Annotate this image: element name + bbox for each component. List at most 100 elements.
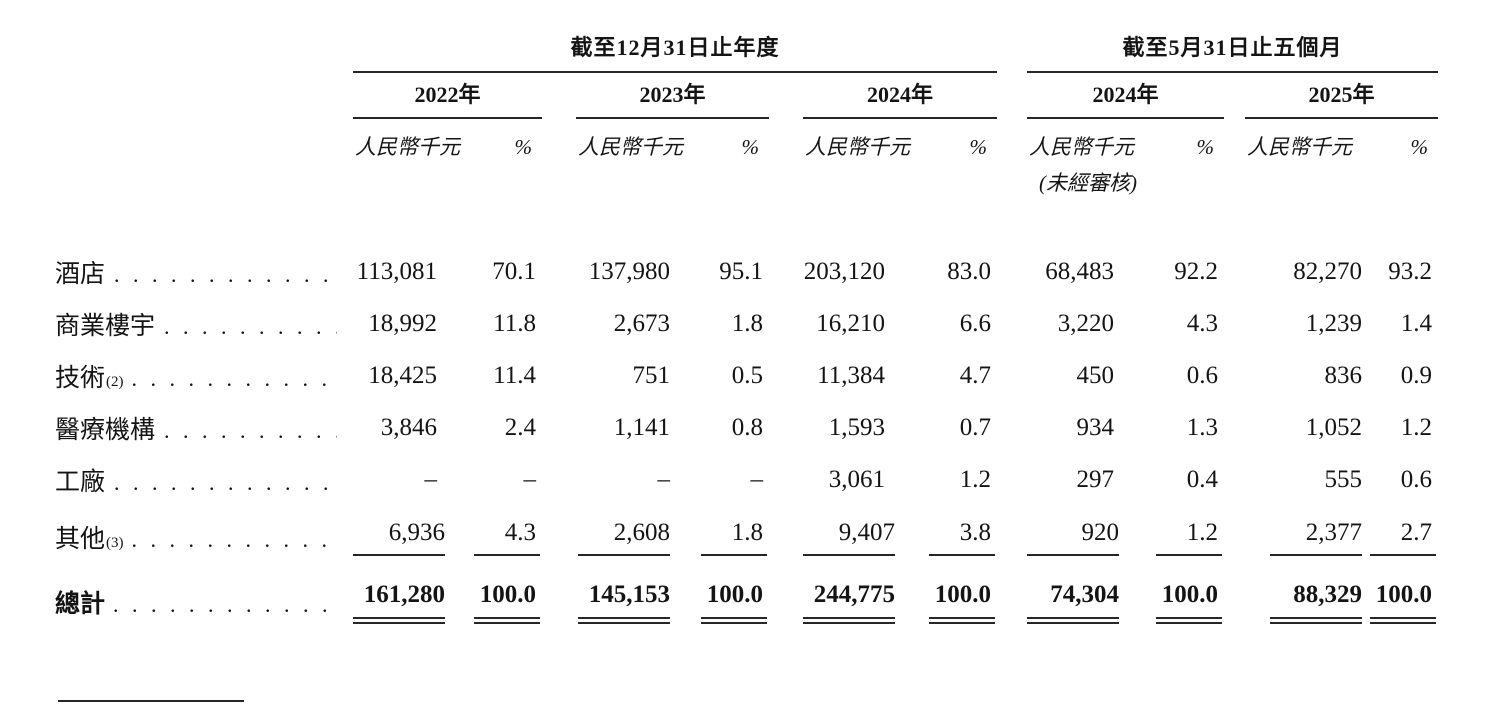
value-cell: 2,377 <box>1245 506 1362 568</box>
total-percent-cell: 100.0 <box>437 568 542 636</box>
value-cell: 18,425 <box>368 362 437 389</box>
unit-label: 人民幣千元 <box>805 135 910 159</box>
value-cell: 555 <box>1324 466 1363 493</box>
total-percent-cell: 100.0 <box>1362 568 1438 636</box>
percent-cell: 4.3 <box>1186 310 1219 337</box>
percent-cell: 11.4 <box>493 362 536 389</box>
percent-cell: 4.3 <box>437 506 542 568</box>
row-label-total: 總計 <box>55 568 353 636</box>
total-percent-cell: 100.0 <box>1114 568 1224 636</box>
table-row: 酒店 113,081 70.1 137,980 95.1 203,120 83.… <box>55 246 1438 298</box>
unit-label: 人民幣千元 <box>1029 135 1135 159</box>
row-label: 工廠 <box>55 454 353 506</box>
percent-cell: 6.6 <box>959 310 992 337</box>
total-value-cell: 74,304 <box>1027 568 1119 636</box>
percent-cell: 1.2 <box>959 466 992 493</box>
percent-cell: 93.2 <box>1388 258 1433 285</box>
value-cell: 82,270 <box>1293 258 1363 285</box>
year-header-2024: 2024年 <box>803 72 998 119</box>
percent-label: % <box>1196 135 1215 159</box>
total-value-cell: 88,329 <box>1245 568 1362 636</box>
spacer-row <box>55 204 1438 246</box>
year-header-2022: 2022年 <box>353 72 542 119</box>
total-percent-cell: 100.0 <box>885 568 997 636</box>
value-cell: 16,210 <box>816 310 885 337</box>
value-cell: 1,052 <box>1305 414 1363 441</box>
year-header-2024-5m: 2024年 <box>1027 72 1225 119</box>
value-cell: – <box>424 466 438 493</box>
percent-cell: 3.8 <box>885 506 997 568</box>
percent-cell: 1.2 <box>1114 506 1224 568</box>
table-row: 其他(3) 6,936 4.3 2,608 1.8 9,407 3.8 920 … <box>55 506 1438 568</box>
unit-header-2024-5m: 人民幣千元% (未經審核) <box>1027 118 1224 204</box>
percent-cell: 0.6 <box>1186 362 1219 389</box>
value-cell: 3,846 <box>380 414 437 441</box>
value-cell: 68,483 <box>1045 258 1115 285</box>
period-header-annual: 截至12月31日止年度 <box>353 28 998 73</box>
dot-leader <box>113 592 337 618</box>
value-cell: 2,608 <box>576 506 670 568</box>
total-value-cell: 244,775 <box>803 568 895 636</box>
total-percent-cell: 100.0 <box>670 568 769 636</box>
percent-cell: 83.0 <box>947 258 992 285</box>
dot-leader <box>132 527 337 553</box>
value-cell: 11,384 <box>817 362 885 389</box>
value-cell: 203,120 <box>803 258 885 285</box>
percent-cell: 0.8 <box>731 414 763 441</box>
value-cell: 934 <box>1076 414 1115 441</box>
audit-note <box>803 161 997 167</box>
dot-leader <box>164 314 337 340</box>
percent-cell: 0.6 <box>1400 466 1433 493</box>
audit-note-unaudited: (未經審核) <box>1039 171 1138 195</box>
percent-cell: – <box>523 466 537 493</box>
unit-header-2024: 人民幣千元% <box>803 118 997 204</box>
row-label: 其他 (3) <box>55 506 353 568</box>
percent-label: % <box>969 135 988 159</box>
unit-label: 人民幣千元 <box>578 135 683 159</box>
table-row: 醫療機構 3,846 2.4 1,141 0.8 1,593 0.7 934 1… <box>55 402 1438 454</box>
total-value-cell: 161,280 <box>353 568 445 636</box>
value-cell: 450 <box>1076 362 1115 389</box>
percent-cell: 11.8 <box>493 310 536 337</box>
table-row: 工廠 – – – – 3,061 1.2 297 0.4 555 0.6 <box>55 454 1438 506</box>
percent-cell: 1.8 <box>731 310 763 337</box>
unit-header-2023: 人民幣千元% <box>576 118 769 204</box>
value-cell: 9,407 <box>803 506 895 568</box>
audit-note <box>576 161 769 167</box>
value-cell: 3,220 <box>1057 310 1115 337</box>
financial-table: 截至12月31日止年度 截至5月31日止五個月 2022年 2023年 2024… <box>55 28 1439 636</box>
dot-leader <box>114 470 337 496</box>
table-row: 商業樓宇 18,992 11.8 2,673 1.8 16,210 6.6 3,… <box>55 298 1438 350</box>
footnote-separator <box>58 700 244 702</box>
percent-cell: 0.9 <box>1400 362 1433 389</box>
data-rows: 酒店 113,081 70.1 137,980 95.1 203,120 83.… <box>55 246 1438 568</box>
percent-cell: 95.1 <box>719 258 763 285</box>
value-cell: 3,061 <box>828 466 885 493</box>
value-cell: – <box>657 466 671 493</box>
unit-header-2025: 人民幣千元% <box>1245 118 1438 204</box>
row-label: 酒店 <box>55 246 353 298</box>
value-cell: 18,992 <box>368 310 437 337</box>
group-gap <box>997 28 1027 72</box>
value-cell: 1,239 <box>1305 310 1363 337</box>
total-row: 總計 161,280 100.0 145,153 100.0 244,775 1… <box>55 568 1438 636</box>
dot-leader <box>132 366 337 392</box>
percent-cell: 2.4 <box>504 414 536 441</box>
percent-cell: 2.7 <box>1362 506 1438 568</box>
value-cell: 751 <box>632 362 671 389</box>
table-row: 技術(2) 18,425 11.4 751 0.5 11,384 4.7 450… <box>55 350 1438 402</box>
value-cell: 6,936 <box>353 506 445 568</box>
value-cell: 113,081 <box>356 258 437 285</box>
audit-note <box>353 161 542 167</box>
percent-label: % <box>514 135 533 159</box>
percent-cell: 1.4 <box>1400 310 1433 337</box>
percent-cell: 4.7 <box>959 362 992 389</box>
value-cell: 836 <box>1324 362 1363 389</box>
unit-label: 人民幣千元 <box>1247 135 1353 159</box>
percent-cell: 70.1 <box>492 258 536 285</box>
row-label: 商業樓宇 <box>55 298 353 350</box>
total-value-cell: 145,153 <box>576 568 670 636</box>
percent-cell: 92.2 <box>1174 258 1219 285</box>
percent-cell: 0.4 <box>1186 466 1219 493</box>
value-cell: 2,673 <box>613 310 670 337</box>
